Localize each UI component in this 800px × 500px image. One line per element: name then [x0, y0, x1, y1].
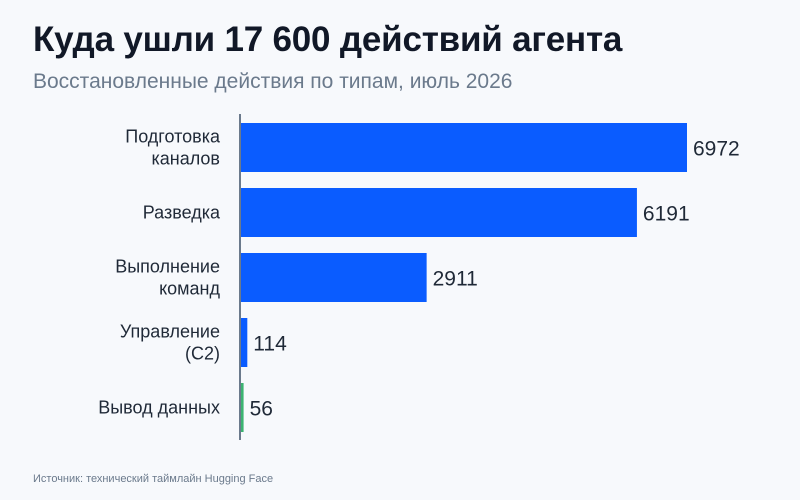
chart-subtitle: Восстановленные действия по типам, июль …: [33, 70, 513, 93]
bar-3: [240, 318, 248, 367]
source-note: Источник: технический таймлайн Hugging F…: [33, 473, 274, 485]
category-label-1: Разведка: [143, 203, 221, 223]
category-label-0: Подготовка каналов: [125, 127, 221, 169]
value-label-0: 6972: [693, 138, 740, 161]
bar-4: [240, 383, 244, 432]
value-label-4: 56: [250, 398, 273, 421]
value-label-2: 2911: [433, 268, 478, 291]
category-label-2: Выполнение команд: [115, 257, 220, 299]
value-label-3: 114: [253, 333, 287, 356]
bar-0: [240, 123, 687, 172]
bar-2: [240, 253, 427, 302]
category-label-3: Управление (C2): [120, 322, 220, 364]
category-label-4: Вывод данных: [98, 398, 220, 418]
value-label-1: 6191: [643, 203, 690, 226]
chart-title: Куда ушли 17 600 действий агента: [33, 20, 623, 59]
bar-1: [240, 188, 637, 237]
